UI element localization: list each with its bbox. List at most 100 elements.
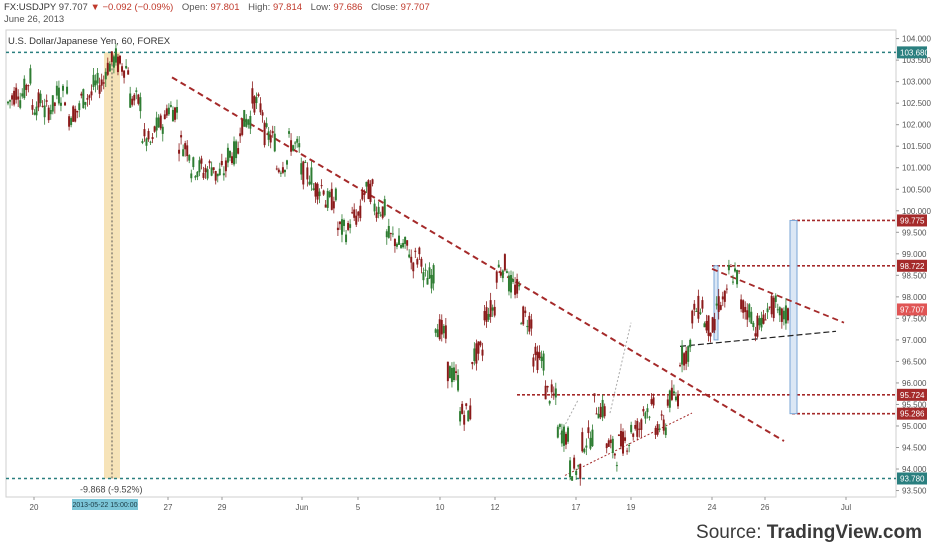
- candle-body: [776, 309, 779, 311]
- candle-body: [167, 107, 170, 115]
- candle-body: [715, 303, 718, 306]
- candle-body: [758, 318, 761, 326]
- chart-title: U.S. Dollar/Japanese Yen, 60, FOREX: [8, 36, 171, 47]
- candle-body: [736, 269, 739, 285]
- candle-body: [393, 238, 396, 247]
- cursor-date-label: 2013-05-22 15:00:00: [73, 502, 138, 509]
- candle-body: [558, 424, 561, 428]
- candle-body: [705, 320, 708, 331]
- price-tag-label: 93.780: [900, 474, 925, 483]
- candle-body: [19, 100, 22, 108]
- x-tick-label: 10: [436, 503, 445, 512]
- candle-body: [21, 93, 24, 97]
- candle-body: [567, 427, 570, 442]
- candle-body: [717, 296, 720, 312]
- candle-body: [599, 406, 602, 418]
- candle-body: [51, 95, 54, 112]
- candle-body: [522, 306, 525, 325]
- candle-body: [275, 168, 278, 170]
- candle-body: [249, 116, 252, 129]
- candle-body: [176, 107, 179, 113]
- candle-body: [579, 463, 582, 479]
- candle-body: [395, 243, 398, 247]
- y-tick-label: 103.500: [902, 56, 931, 65]
- candle-body: [267, 131, 270, 140]
- candle-body: [39, 93, 42, 104]
- candle-body: [157, 117, 160, 128]
- candle-body: [432, 265, 435, 284]
- candle-body: [414, 250, 417, 252]
- candle-body: [281, 167, 284, 173]
- candle-body: [457, 375, 460, 391]
- candle-body: [141, 141, 144, 143]
- candle-body: [78, 103, 81, 111]
- candle-body: [540, 356, 543, 362]
- y-tick-label: 97.500: [902, 314, 927, 323]
- candle-body: [173, 107, 176, 120]
- y-tick-label: 97.000: [902, 336, 927, 345]
- candle-body: [583, 448, 586, 453]
- candle-body: [746, 310, 749, 320]
- candle-body: [379, 214, 382, 216]
- candle-body: [424, 269, 427, 271]
- candle-body: [703, 323, 706, 328]
- price-tag: [897, 214, 927, 227]
- candle-body: [237, 148, 240, 154]
- candle-body: [668, 390, 671, 408]
- candle-body: [338, 221, 341, 225]
- candle-body: [171, 109, 174, 122]
- candle-body: [59, 102, 62, 106]
- candle-body: [61, 85, 64, 91]
- candle-body: [626, 450, 629, 452]
- candle-body: [114, 48, 117, 63]
- candle-body: [355, 215, 358, 225]
- candle-body: [514, 284, 517, 295]
- candle-body: [679, 365, 682, 367]
- candle-body: [308, 181, 311, 185]
- triangle-upper-line: [711, 268, 845, 324]
- y-tick-label: 104.000: [902, 35, 931, 44]
- candle-body: [701, 300, 704, 309]
- candle-body: [685, 350, 688, 364]
- cursor-date-tag: [72, 499, 138, 510]
- measure-box: [789, 219, 798, 415]
- candle-body: [507, 275, 510, 292]
- candle-body: [699, 312, 702, 314]
- candle-body: [365, 181, 368, 187]
- candle-body: [571, 476, 574, 481]
- candle-body: [11, 95, 14, 100]
- candle-body: [693, 303, 696, 310]
- candle-body: [530, 319, 533, 329]
- candle-body: [76, 110, 79, 113]
- y-tick-label: 101.000: [902, 164, 931, 173]
- candle-body: [664, 427, 667, 436]
- y-tick-label: 101.500: [902, 142, 931, 151]
- candle-body: [632, 433, 635, 437]
- candle-body: [707, 315, 710, 336]
- candle-body: [589, 437, 592, 449]
- candle-body: [585, 445, 588, 448]
- candle-body: [422, 272, 425, 281]
- y-tick-label: 96.000: [902, 379, 927, 388]
- candle-body: [729, 266, 732, 268]
- candle-body: [666, 399, 669, 406]
- candle-body: [638, 428, 641, 430]
- candle-body: [546, 385, 549, 388]
- candle-body: [731, 281, 734, 283]
- candle-body: [127, 70, 130, 75]
- candle-body: [434, 329, 437, 333]
- x-tick-label: 26: [761, 503, 770, 512]
- candle-body: [450, 367, 453, 383]
- candle-body: [459, 411, 462, 422]
- candle-body: [161, 126, 164, 134]
- candle-body: [367, 180, 370, 200]
- y-tick-label: 100.000: [902, 207, 931, 216]
- candle-body: [560, 430, 563, 444]
- candle-body: [672, 391, 675, 394]
- candle-body: [84, 102, 87, 105]
- candle-body: [782, 310, 785, 320]
- candle-body: [615, 465, 618, 467]
- candle-body: [273, 133, 276, 152]
- candle-body: [774, 295, 777, 302]
